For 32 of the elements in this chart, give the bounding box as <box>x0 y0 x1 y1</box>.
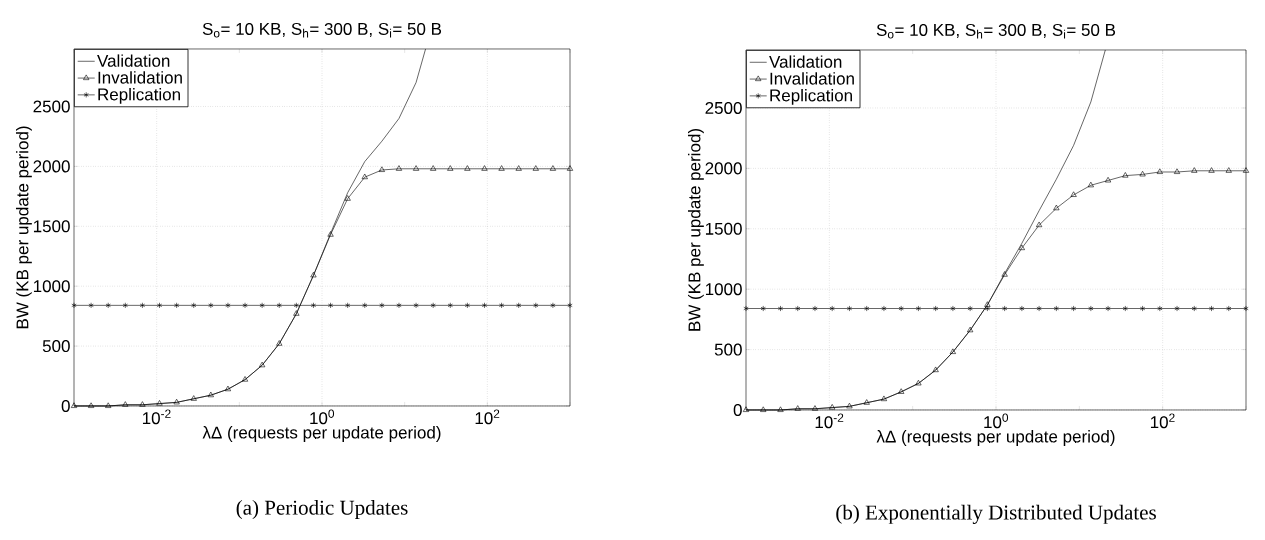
x-axis-title: λΔ (requests per update period) <box>876 430 1115 446</box>
y-tick-label: 500 <box>42 340 70 353</box>
text: (a) Periodic Updates <box>236 499 408 520</box>
y-axis-title: BW (KB per update period) <box>15 126 32 329</box>
legend-label: Invalidation <box>98 71 182 84</box>
legend-label: Invalidation <box>770 72 854 85</box>
y-axis-title: BW (KB per update period) <box>687 129 704 331</box>
x-tick-label: 10$^{2}$ <box>475 409 500 425</box>
text: (b) Exponentially Distributed Updates <box>836 504 1156 524</box>
y-tick-label: 1000 <box>705 283 742 296</box>
y-tick-label: 2000 <box>33 160 70 173</box>
y-tick-label: 1500 <box>705 222 742 235</box>
legend-label: Validation <box>97 54 170 67</box>
x-tick-label: 10$^{0}$ <box>310 409 335 425</box>
legend-label: Replication <box>770 88 852 105</box>
legend-label: Replication <box>98 87 180 104</box>
y-tick-label: 2000 <box>705 162 742 175</box>
legend-label: Validation <box>769 55 842 68</box>
chart-title: S$_{o}$= 10 KB, S$_{h}$= 300 B, S$_{i}$= 50 B <box>202 22 442 38</box>
x-tick-label: 10$^{0}$ <box>984 413 1009 429</box>
chart-title: S$_{o}$= 10 KB, S$_{h}$= 300 B, S$_{i}$= 50 B <box>876 23 1116 39</box>
y-tick-label: 2500 <box>705 101 742 114</box>
y-tick-label: 0 <box>61 399 70 413</box>
y-tick-label: 0 <box>733 403 742 417</box>
y-tick-label: 1000 <box>33 280 70 293</box>
y-tick-label: 2500 <box>33 100 70 113</box>
y-tick-label: 500 <box>714 343 742 356</box>
x-tick-label: 10$^{2}$ <box>1150 413 1175 429</box>
x-tick-label: 10$^{-2}$ <box>142 409 171 425</box>
y-tick-label: 1500 <box>33 220 70 233</box>
x-tick-label: 10$^{-2}$ <box>815 413 844 429</box>
x-axis-title: λΔ (requests per update period) <box>202 426 441 442</box>
